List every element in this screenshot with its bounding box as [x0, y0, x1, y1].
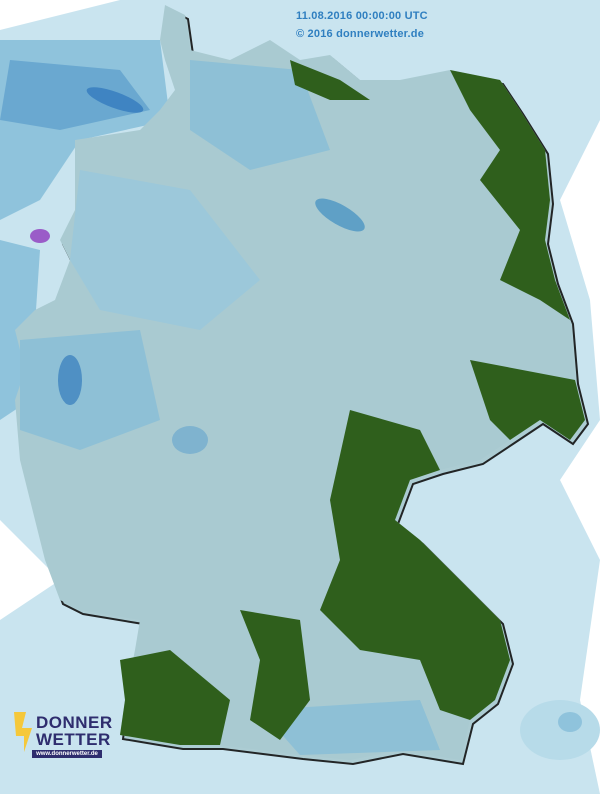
dry-areas — [120, 60, 585, 745]
logo-url: www.donnerwetter.de — [32, 750, 102, 758]
donnerwetter-logo: DONNER WETTER www.donnerwetter.de — [8, 708, 112, 764]
rain-areas — [20, 60, 440, 755]
copyright: © 2016 donnerwetter.de — [296, 28, 425, 40]
timestamp: 11.08.2016 00:00:00 UTC — [296, 10, 428, 22]
lightning-icon — [14, 712, 32, 752]
logo-line1: DONNER — [36, 713, 113, 732]
logo-line2: WETTER — [36, 730, 111, 749]
